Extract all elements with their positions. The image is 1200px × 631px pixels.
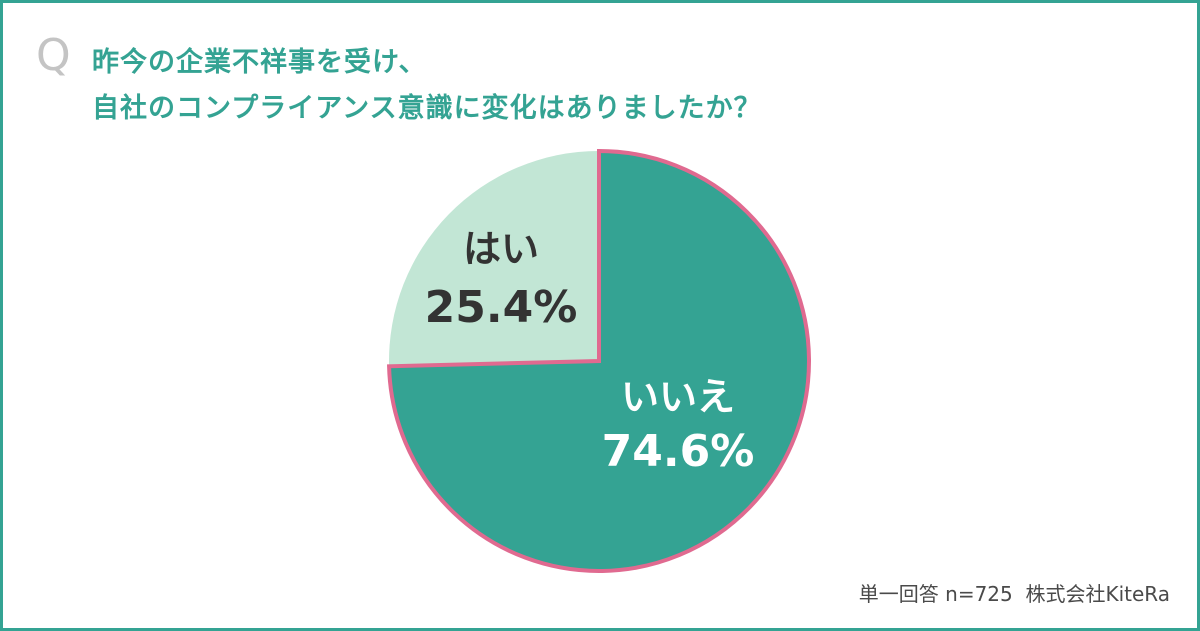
pie-slice-yes xyxy=(389,151,599,367)
slice-value-label-yes: 25.4% xyxy=(425,282,578,333)
slice-value-label-no: 74.6% xyxy=(602,426,755,477)
question-line-1: 昨今の企業不祥事を受け、 xyxy=(92,47,427,78)
question-title: 昨今の企業不祥事を受け、 自社のコンプライアンス意識に変化はありましたか？ xyxy=(92,40,762,132)
pie-slice-no-outline xyxy=(387,148,811,573)
slice-category-label-no: いいえ xyxy=(621,375,735,419)
question-line-2: 自社のコンプライアンス意識に変化はありましたか？ xyxy=(92,93,762,124)
slice-category-label-yes: はい xyxy=(463,227,539,271)
footer-note: 単一回答 n=725 株式会社KiteRa xyxy=(858,582,1170,606)
question-mark-icon: Q xyxy=(36,30,71,81)
